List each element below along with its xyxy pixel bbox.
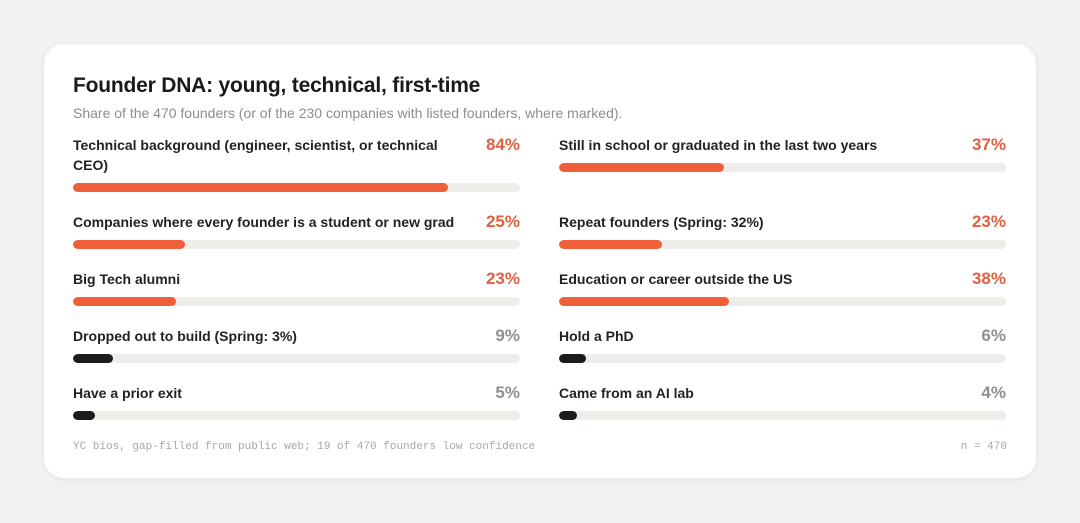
value-label: 9% [495,326,520,345]
sample-size: n = 470 [960,441,1007,453]
footnote: YC bios, gap-filled from public web; 19 … [73,441,536,453]
value-label: 4% [981,383,1006,402]
card: Founder DNA: young, technical, first-tim… [44,44,1036,478]
bar [559,297,729,306]
bar [559,354,586,363]
bar-label: Came from an AI lab [559,385,694,401]
bar-head: Repeat founders (Spring: 32%) 23% [559,212,1006,232]
bar [73,297,176,306]
value-label: 23% [971,212,1006,231]
bar-track [73,297,520,306]
bar [73,183,449,192]
bar-label: Hold a PhD [559,328,634,344]
bar-item: Companies where every founder is a stude… [73,212,520,249]
bar-track [559,163,1006,172]
bar-grid: Technical background (engineer, scientis… [73,135,1007,420]
bar-item: Hold a PhD 6% [559,326,1006,363]
bar-head: Still in school or graduated in the last… [559,135,1006,155]
bar [73,240,185,249]
chart-title: Founder DNA: young, technical, first-tim… [73,74,481,97]
bar-head: Technical background (engineer, scientis… [73,135,520,175]
bar-head: Companies where every founder is a stude… [73,212,520,232]
bar-label: Education or career outside the US [559,271,793,287]
bar-head: Dropped out to build (Spring: 3%) 9% [73,326,520,346]
bar-track [73,411,520,420]
bar-label: Dropped out to build (Spring: 3%) [73,328,297,344]
bar [73,354,114,363]
bar-head: Big Tech alumni 23% [73,269,520,289]
bar-track [73,240,520,249]
bar-track [73,354,520,363]
bar-item: Came from an AI lab 4% [559,383,1006,420]
bar-item: Repeat founders (Spring: 32%) 23% [559,212,1006,249]
bar-head: Have a prior exit 5% [73,383,520,403]
bar-track [559,297,1006,306]
bar-track [559,411,1006,420]
bar-label: Still in school or graduated in the last… [559,137,878,153]
value-label: 23% [485,269,520,288]
bar-head: Came from an AI lab 4% [559,383,1006,403]
bar-head: Hold a PhD 6% [559,326,1006,346]
bar-item: Technical background (engineer, scientis… [73,135,520,192]
bar-label: Have a prior exit [73,385,182,401]
bar-label: Technical background (engineer, scientis… [73,137,438,173]
chart-subtitle: Share of the 470 founders (or of the 230… [73,105,623,121]
value-label: 38% [971,269,1006,288]
bar-item: Still in school or graduated in the last… [559,135,1006,192]
bar-item: Big Tech alumni 23% [73,269,520,306]
bar-label: Repeat founders (Spring: 32%) [559,214,764,230]
bar [559,240,662,249]
value-label: 5% [495,383,520,402]
value-label: 37% [971,135,1006,154]
bar-track [559,354,1006,363]
bar [559,163,725,172]
value-label: 84% [485,135,520,154]
bar-item: Have a prior exit 5% [73,383,520,420]
value-label: 6% [981,326,1006,345]
value-label: 25% [485,212,520,231]
bar-label: Companies where every founder is a stude… [73,214,455,230]
bar [559,411,577,420]
bar-head: Education or career outside the US 38% [559,269,1006,289]
bar-track [73,183,520,192]
bar [73,411,96,420]
bar-item: Education or career outside the US 38% [559,269,1006,306]
bar-item: Dropped out to build (Spring: 3%) 9% [73,326,520,363]
bar-track [559,240,1006,249]
footer: YC bios, gap-filled from public web; 19 … [73,441,1007,453]
bar-label: Big Tech alumni [73,271,181,287]
